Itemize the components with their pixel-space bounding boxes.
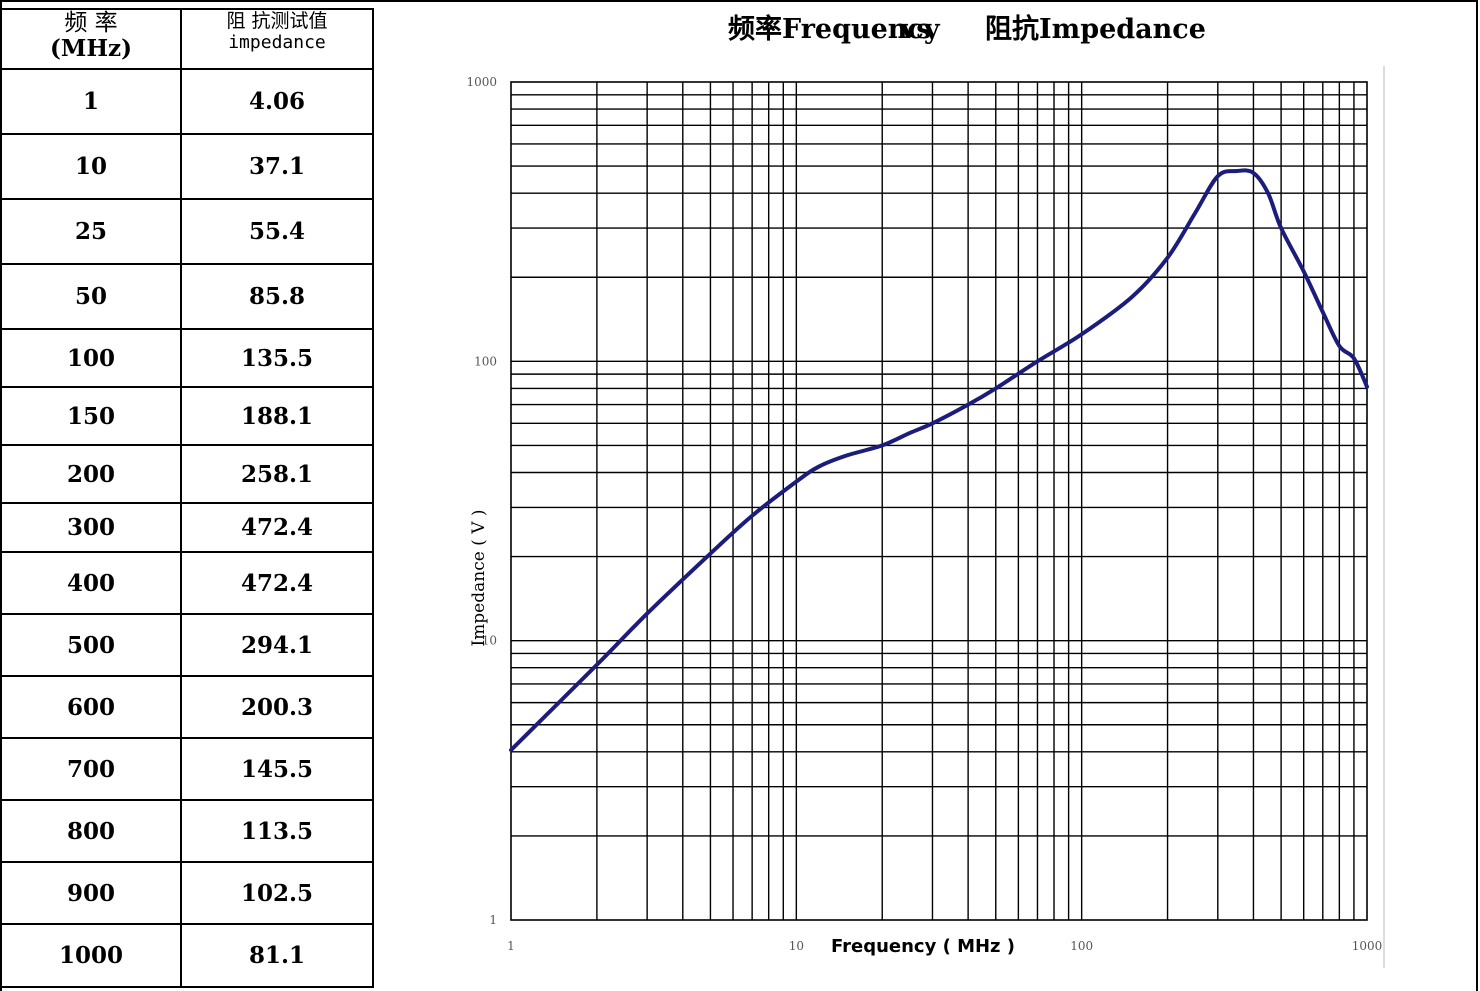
table-row: 50 85.8 <box>0 263 374 330</box>
header-impedance: 阻 抗测试值 impedance <box>180 8 374 70</box>
y-axis-label: Impedance ( V ) <box>469 509 489 646</box>
y-tick-label: 100 <box>474 354 497 368</box>
impedance-cell: 4.06 <box>180 68 374 135</box>
impedance-table-body: 频 率 (MHz) 阻 抗测试值 impedance 1 4.06 10 37.1 25… <box>0 8 374 988</box>
plot-area <box>510 81 1368 921</box>
frequency-cell: 50 <box>0 263 182 330</box>
frequency-cell: 900 <box>0 861 182 925</box>
chart-title-part: 阻抗Impedance <box>985 13 1206 45</box>
impedance-cell: 472.4 <box>180 502 374 553</box>
header-frequency-cn: 频 率 <box>64 10 118 36</box>
x-axis-label: Frequency ( MHz ) <box>831 936 1015 957</box>
frequency-cell: 100 <box>0 328 182 388</box>
frequency-cell: 150 <box>0 386 182 446</box>
impedance-cell: 258.1 <box>180 444 374 504</box>
impedance-table: 频 率 (MHz) 阻 抗测试值 impedance 1 4.06 10 37.1 25… <box>0 8 374 988</box>
table-row: 25 55.4 <box>0 198 374 265</box>
table-row: 900 102.5 <box>0 861 374 925</box>
impedance-cell: 113.5 <box>180 799 374 863</box>
impedance-cell: 200.3 <box>180 675 374 739</box>
impedance-cell: 55.4 <box>180 198 374 265</box>
table-row: 600 200.3 <box>0 675 374 739</box>
frequency-cell: 800 <box>0 799 182 863</box>
y-tick-label: 1 <box>489 913 497 927</box>
impedance-cell: 294.1 <box>180 613 374 677</box>
table-row: 10 37.1 <box>0 133 374 200</box>
table-row: 500 294.1 <box>0 613 374 677</box>
frequency-cell: 25 <box>0 198 182 265</box>
impedance-cell: 472.4 <box>180 551 374 615</box>
y-tick-label: 1000 <box>466 75 497 89</box>
impedance-cell: 85.8 <box>180 263 374 330</box>
frequency-cell: 600 <box>0 675 182 739</box>
x-tick-label: 10 <box>789 939 804 953</box>
header-frequency-unit: (MHz) <box>49 35 133 62</box>
frequency-cell: 1 <box>0 68 182 135</box>
header-impedance-en: impedance <box>228 32 326 53</box>
header-impedance-cn: 阻 抗测试值 <box>226 10 328 32</box>
series-line <box>509 168 1369 753</box>
x-tick-label: 1000 <box>1352 939 1383 953</box>
table-row: 400 472.4 <box>0 551 374 615</box>
table-header-row: 频 率 (MHz) 阻 抗测试值 impedance <box>0 8 374 70</box>
table-row: 200 258.1 <box>0 444 374 504</box>
impedance-cell: 188.1 <box>180 386 374 446</box>
table-row: 150 188.1 <box>0 386 374 446</box>
table-row: 1 4.06 <box>0 68 374 135</box>
header-frequency: 频 率 (MHz) <box>0 8 182 70</box>
frequency-cell: 500 <box>0 613 182 677</box>
table-row: 100 135.5 <box>0 328 374 388</box>
frequency-cell: 400 <box>0 551 182 615</box>
chart-title-part: vs <box>900 14 932 45</box>
table-row: 1000 81.1 <box>0 923 374 988</box>
x-tick-label: 100 <box>1070 939 1093 953</box>
frequency-cell: 300 <box>0 502 182 553</box>
impedance-cell: 102.5 <box>180 861 374 925</box>
y-tick-label: 10 <box>482 634 497 648</box>
chart-title-part: 频率Frequency <box>728 13 941 45</box>
frequency-cell: 1000 <box>0 923 182 988</box>
impedance-cell: 37.1 <box>180 133 374 200</box>
frequency-cell: 200 <box>0 444 182 504</box>
table-row: 300 472.4 <box>0 502 374 553</box>
impedance-cell: 81.1 <box>180 923 374 988</box>
impedance-cell: 135.5 <box>180 328 374 388</box>
impedance-cell: 145.5 <box>180 737 374 801</box>
table-row: 700 145.5 <box>0 737 374 801</box>
frequency-cell: 700 <box>0 737 182 801</box>
frequency-cell: 10 <box>0 133 182 200</box>
x-tick-label: 1 <box>507 939 515 953</box>
table-row: 800 113.5 <box>0 799 374 863</box>
